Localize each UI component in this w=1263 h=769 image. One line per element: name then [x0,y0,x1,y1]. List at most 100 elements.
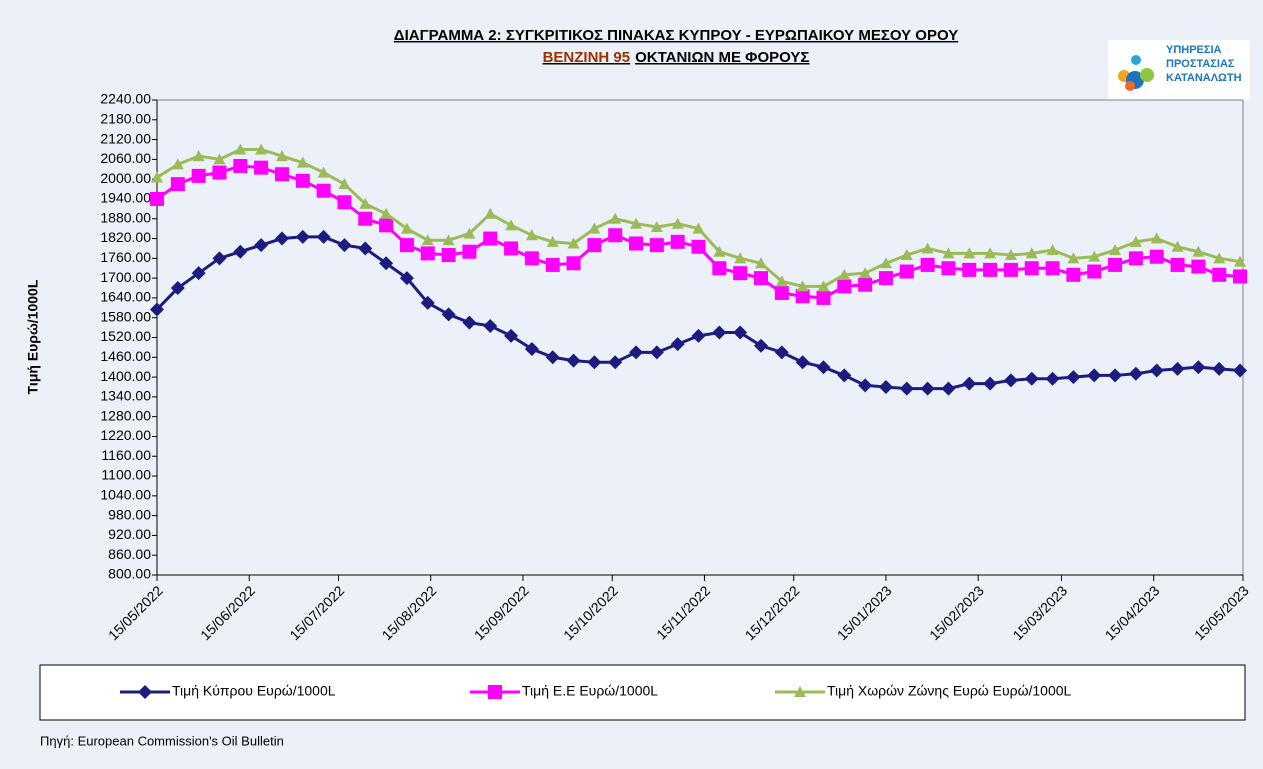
legend-label: Τιμή Ε.Ε Ευρώ/1000L [522,683,658,699]
marker [358,211,373,226]
marker [691,239,706,254]
marker [255,143,268,155]
marker [1087,264,1102,279]
marker [608,228,623,243]
marker [296,156,309,168]
y-tick-label: 1820.00 [100,229,151,245]
marker [192,150,205,162]
legend-label: Τιμή Χωρών Ζώνης Ευρώ Ευρώ/1000L [827,683,1072,699]
marker [150,191,164,206]
marker [774,345,789,360]
marker [441,248,456,263]
marker [984,247,997,259]
marker [1004,249,1017,261]
legend-item: Τιμή Χωρών Ζώνης Ευρώ Ευρώ/1000L [775,683,1072,699]
marker [1087,368,1102,383]
legend-box [39,664,1246,721]
marker [733,266,748,281]
marker [1149,363,1164,378]
y-tick-label: 1460.00 [100,348,151,364]
marker [983,262,998,277]
marker [488,685,502,699]
legend-item: Τιμή Κύπρου Ευρώ/1000L [120,683,336,699]
marker [295,229,310,244]
marker [171,158,184,170]
marker [213,153,226,165]
marker [630,217,643,229]
marker [484,207,497,219]
marker [1170,361,1185,376]
marker [1192,245,1205,257]
marker [1025,247,1038,259]
marker [233,244,248,259]
marker [879,257,892,269]
marker [942,247,955,259]
marker [442,234,455,246]
marker [838,268,851,280]
marker [483,318,498,333]
marker [1003,373,1018,388]
marker [525,229,538,241]
marker [504,328,519,343]
marker [629,236,644,251]
y-tick-label: 2240.00 [100,91,151,107]
marker [588,222,601,234]
marker [1149,249,1164,264]
marker [151,171,163,183]
marker [1233,269,1248,284]
marker [1128,251,1143,266]
marker [670,337,685,352]
marker [1212,267,1227,282]
y-tick-label: 1700.00 [100,269,151,285]
marker [1234,255,1247,267]
marker [212,251,227,266]
marker [295,173,310,188]
marker [317,166,330,178]
marker [817,280,830,292]
marker [505,219,518,231]
marker [254,160,269,175]
marker [463,227,476,239]
y-tick-label: 1520.00 [100,328,151,344]
marker [692,222,705,234]
logo-text: ΠΡΟΣΤΑΣΙΑΣ [1166,58,1235,70]
marker [546,235,559,247]
marker [796,280,809,292]
y-tick-label: 2180.00 [100,110,151,126]
y-tick-label: 2060.00 [100,150,151,166]
marker [150,302,164,317]
marker [337,195,352,210]
marker [359,197,372,209]
marker [754,257,767,269]
marker [941,381,956,396]
marker [1045,371,1060,386]
marker [858,378,873,393]
marker [753,271,768,286]
marker [753,338,768,353]
subtitle-rest: ΟΚΤΑΝΙΩΝ ΜΕ ΦΟΡΟΥΣ [635,49,809,66]
marker [900,249,913,261]
marker [379,218,394,233]
source-note: Πηγή: European Commission's Oil Bulletin [40,733,284,748]
marker [191,266,206,281]
logo-text: ΥΠΗΡΕΣΙΑ [1166,44,1222,56]
marker [420,246,435,261]
marker [1213,252,1226,264]
marker [983,376,998,391]
marker [837,368,852,383]
marker [774,285,789,300]
marker [878,271,893,286]
marker [1066,267,1081,282]
marker [816,360,831,375]
marker [138,685,152,699]
y-tick-label: 1040.00 [100,487,151,503]
marker [1088,250,1101,262]
marker [794,686,806,697]
marker [504,241,519,256]
marker [566,353,581,368]
y-tick-label: 2120.00 [100,130,151,146]
marker [462,244,477,259]
logo-dot [1131,55,1141,65]
marker [274,231,289,246]
